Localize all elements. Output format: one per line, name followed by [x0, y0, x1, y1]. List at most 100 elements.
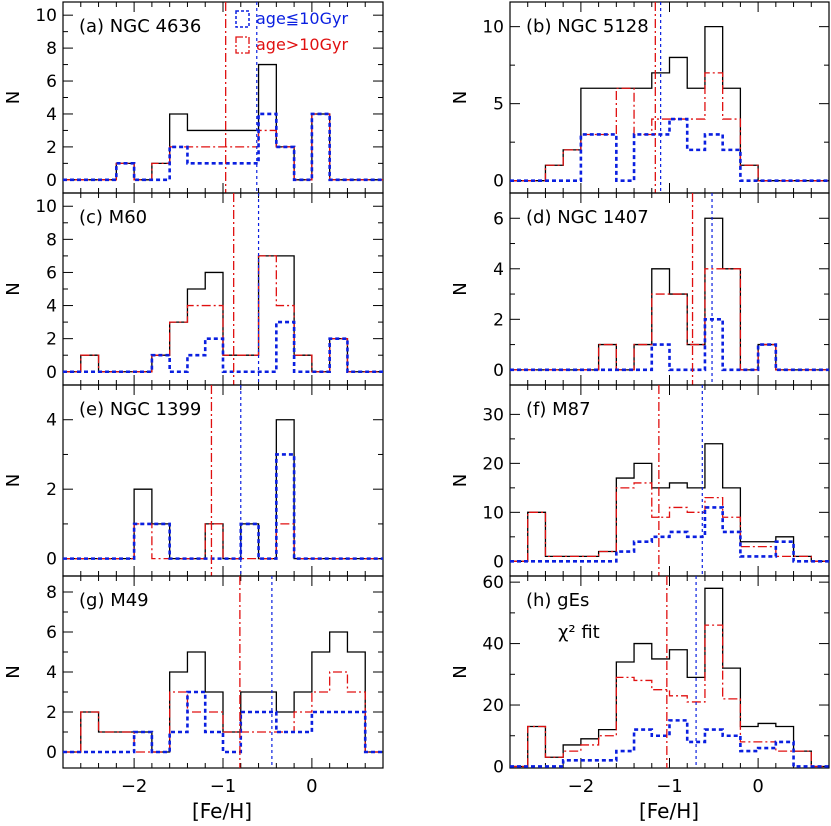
histogram-total	[510, 443, 829, 562]
y-tick-label: 4	[46, 663, 57, 683]
x-tick-label: 0	[306, 776, 317, 797]
histogram-young	[63, 320, 383, 374]
y-tick-label: 0	[493, 361, 504, 381]
panel-label: (g) M49	[79, 590, 149, 611]
y-tick-label: 2	[493, 310, 504, 330]
panel-plot-area	[63, 2, 383, 193]
x-axis-label-left: [Fe/H]	[192, 799, 252, 823]
y-tick-label: 6	[46, 263, 57, 283]
y-tick-label: 20	[482, 454, 504, 474]
histogram-young	[510, 506, 829, 563]
histogram-old	[510, 624, 829, 768]
y-tick-label: 2	[46, 480, 57, 500]
y-tick-label: 4	[46, 297, 57, 317]
y-axis-label: N	[450, 91, 471, 104]
y-tick-label: 4	[46, 411, 57, 431]
y-tick-label: 5	[493, 95, 504, 115]
x-axis-label-right: [Fe/H]	[639, 799, 699, 823]
panel-label: (h) gEs	[526, 590, 589, 611]
y-tick-label: 6	[46, 623, 57, 643]
histogram-total	[63, 63, 383, 181]
panel-label: (f) M87	[526, 399, 591, 420]
y-tick-label: 10	[482, 18, 504, 38]
y-axis-label: N	[450, 474, 471, 487]
x-tick-label: −1	[656, 776, 683, 797]
histogram-old	[63, 671, 383, 753]
legend-label-young: age≦10Gyr	[256, 9, 348, 28]
y-tick-label: 0	[493, 757, 504, 777]
y-tick-label: 4	[46, 105, 57, 125]
panel-plot-area	[63, 385, 383, 576]
y-axis-label: N	[3, 282, 24, 295]
y-tick-label: 60	[482, 573, 504, 593]
y-tick-label: 10	[35, 6, 57, 26]
panel-label: (b) NGC 5128	[526, 16, 649, 37]
panel-sublabel: χ² fit	[558, 622, 600, 643]
panel-label: (d) NGC 1407	[526, 207, 649, 228]
panel-plot-area	[510, 576, 829, 768]
y-tick-label: 2	[46, 138, 57, 158]
histogram-old	[510, 72, 829, 182]
legend-label-old: age>10Gyr	[256, 35, 348, 54]
y-axis-label: N	[3, 474, 24, 487]
panel-4: 0 2 4 N (e) NGC 1399	[3, 384, 384, 577]
y-tick-label: 0	[46, 743, 57, 763]
y-axis-label: N	[3, 91, 24, 104]
histogram-total	[510, 25, 829, 182]
histogram-total	[510, 587, 829, 768]
panel-2: 0 2 4 6 8 10 N (c) M60	[3, 192, 384, 386]
panel-6: 0 2 4 6 8 −2 −1 0 N (g) M49	[3, 575, 384, 797]
y-tick-label: 8	[46, 230, 57, 250]
panel-0: 0 2 4 6 8 10 N (a) NGC 4636 age≦10Gyr age>10Gyr	[3, 1, 384, 194]
y-tick-label: 4	[493, 260, 504, 280]
panel-plot-area	[63, 576, 383, 768]
y-tick-label: 30	[482, 405, 504, 425]
x-tick-label: −1	[210, 776, 237, 797]
y-tick-label: 0	[46, 171, 57, 191]
histogram-old	[510, 268, 829, 371]
panel-label: (a) NGC 4636	[79, 16, 201, 37]
histogram-young	[510, 318, 829, 372]
panel-7: 0 20 40 60 −2 −1 0 N (h) gEs χ² fit	[450, 573, 830, 797]
y-tick-label: 40	[482, 635, 504, 655]
y-axis-label: N	[3, 665, 24, 678]
histogram-old	[510, 482, 829, 562]
histogram-young	[63, 690, 383, 754]
y-tick-label: 8	[46, 39, 57, 59]
y-axis-label: N	[450, 665, 471, 678]
y-tick-label: 0	[493, 552, 504, 572]
y-tick-label: 6	[46, 72, 57, 92]
y-tick-label: 2	[46, 703, 57, 723]
panel-3: 0 2 4 6 N (d) NGC 1407	[450, 192, 830, 386]
legend-swatch-young	[235, 10, 250, 28]
legend-swatch-old	[235, 36, 250, 54]
x-tick-label: −2	[568, 776, 595, 797]
y-tick-label: 20	[482, 696, 504, 716]
panel-plot-area	[510, 193, 829, 385]
y-tick-label: 10	[35, 197, 57, 217]
panel-label: (e) NGC 1399	[79, 399, 201, 420]
y-tick-label: 0	[46, 550, 57, 570]
panel-plot-area	[510, 385, 829, 576]
panel-plot-area	[510, 2, 829, 193]
y-axis-label: N	[450, 282, 471, 295]
y-tick-label: 2	[46, 330, 57, 350]
x-tick-label: 0	[752, 776, 763, 797]
histogram-old	[63, 113, 383, 181]
y-tick-label: 10	[482, 503, 504, 523]
y-tick-label: 0	[46, 363, 57, 383]
panel-1: 0 5 10 N (b) NGC 5128	[450, 1, 830, 194]
y-tick-label: 8	[46, 583, 57, 603]
histogram-young	[63, 453, 383, 560]
y-tick-label: 0	[493, 172, 504, 192]
panel-label: (c) M60	[79, 207, 147, 228]
y-tick-label: 6	[493, 209, 504, 229]
panel-plot-area	[63, 193, 383, 385]
histogram-young	[63, 112, 383, 182]
x-tick-label: −2	[121, 776, 148, 797]
panel-5: 0 10 20 30 N (f) M87	[450, 384, 830, 577]
histogram-young	[510, 719, 829, 768]
histogram-young	[510, 117, 829, 182]
